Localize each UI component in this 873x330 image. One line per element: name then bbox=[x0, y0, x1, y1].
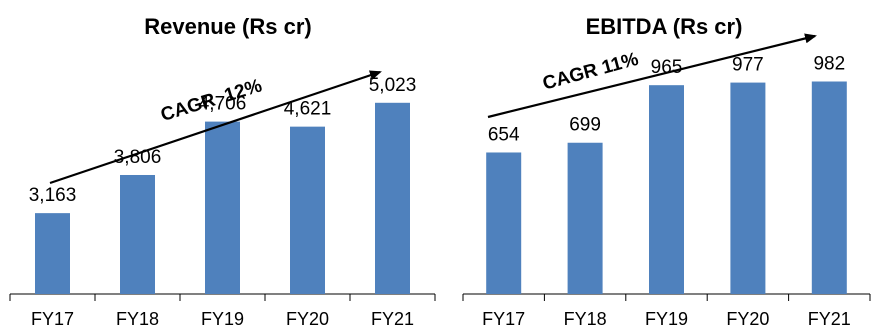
data-label: 3,163 bbox=[29, 185, 77, 206]
bar-fy20 bbox=[730, 82, 766, 294]
data-label: 977 bbox=[732, 55, 764, 76]
data-label: 3,806 bbox=[114, 147, 162, 168]
chart-panel-1: EBITDA (Rs cr) 654 FY17 699 FY18 965 FY19 977 FY… bbox=[462, 14, 871, 329]
cagr-annotation: CAGR 11% bbox=[540, 49, 640, 95]
bar-fy21 bbox=[811, 81, 847, 294]
data-label: 699 bbox=[569, 115, 601, 136]
x-tick-label: FY21 bbox=[371, 309, 414, 329]
bar-fy19 bbox=[205, 121, 240, 295]
x-tick-label: FY21 bbox=[808, 309, 851, 329]
x-tick-label: FY20 bbox=[726, 309, 769, 329]
x-tick-label: FY19 bbox=[645, 309, 688, 329]
chart-panel-0: Revenue (Rs cr) 3,163 FY17 3,806 FY18 4,706 FY… bbox=[9, 14, 436, 329]
bar-fy17 bbox=[35, 213, 70, 294]
bar-fy18 bbox=[120, 174, 155, 294]
data-label: 4,621 bbox=[284, 99, 332, 120]
bar-fy17 bbox=[486, 152, 522, 294]
cagr-arrow bbox=[49, 70, 382, 185]
data-label: 654 bbox=[488, 124, 520, 145]
chart-title: Revenue (Rs cr) bbox=[144, 14, 312, 39]
bar-fy18 bbox=[567, 142, 603, 294]
bar-fy21 bbox=[375, 102, 410, 294]
data-label: 965 bbox=[651, 57, 683, 78]
x-tick-label: FY18 bbox=[116, 309, 159, 329]
x-tick-label: FY19 bbox=[201, 309, 244, 329]
x-tick-label: FY17 bbox=[31, 309, 74, 329]
data-label: 4,706 bbox=[199, 94, 247, 115]
chart-title: EBITDA (Rs cr) bbox=[586, 14, 743, 39]
cagr-arrow bbox=[487, 33, 817, 119]
data-label: 5,023 bbox=[369, 75, 417, 96]
x-tick-label: FY20 bbox=[286, 309, 329, 329]
bar-fy20 bbox=[290, 126, 325, 294]
x-tick-label: FY18 bbox=[564, 309, 607, 329]
bar-fy19 bbox=[649, 85, 684, 294]
cagr-annotation: CAGR 12% bbox=[158, 75, 264, 126]
data-label: 982 bbox=[813, 54, 845, 75]
x-tick-label: FY17 bbox=[482, 309, 525, 329]
